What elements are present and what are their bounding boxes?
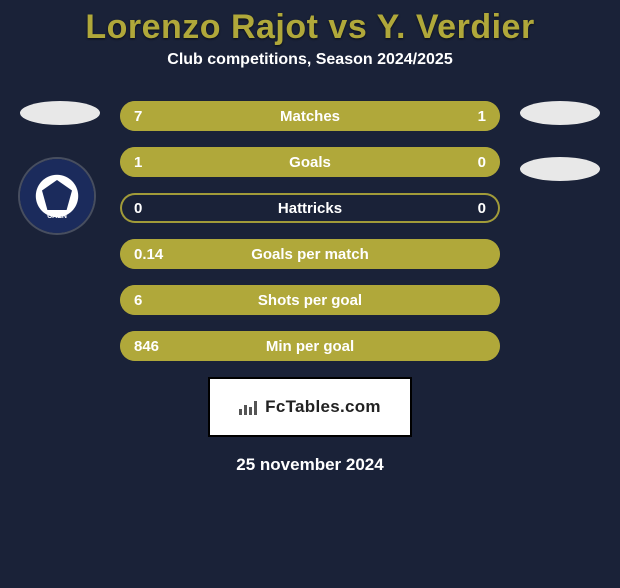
stat-label: Goals — [120, 154, 500, 171]
stat-row: 846Min per goal — [120, 331, 500, 361]
stat-value-right: 0 — [478, 200, 486, 217]
stat-label: Hattricks — [120, 200, 500, 217]
stats-area: CAEN 7Matches11Goals00Hattricks00.14Goal… — [0, 101, 620, 361]
club-badge-text: CAEN — [47, 213, 67, 220]
bar-chart-icon — [239, 399, 261, 415]
stat-row: 0Hattricks0 — [120, 193, 500, 223]
stat-row: 0.14Goals per match — [120, 239, 500, 269]
stat-row: 1Goals0 — [120, 147, 500, 177]
club-badge-right-placeholder — [520, 157, 600, 181]
subtitle: Club competitions, Season 2024/2025 — [0, 51, 620, 69]
stat-row: 6Shots per goal — [120, 285, 500, 315]
stat-label: Matches — [120, 108, 500, 125]
stat-label: Shots per goal — [120, 292, 500, 309]
stat-label: Min per goal — [120, 338, 500, 355]
page-title: Lorenzo Rajot vs Y. Verdier — [0, 8, 620, 47]
footer-brand-logo: FcTables.com — [208, 377, 412, 437]
club-badge-left: CAEN — [20, 159, 94, 233]
stat-label: Goals per match — [120, 246, 500, 263]
player-photo-right-placeholder — [520, 101, 600, 125]
stat-value-right: 1 — [478, 108, 486, 125]
footer-brand-text: FcTables.com — [265, 397, 381, 417]
player-photo-left-placeholder — [20, 101, 100, 125]
stat-row: 7Matches1 — [120, 101, 500, 131]
date-label: 25 november 2024 — [0, 455, 620, 475]
stat-value-right: 0 — [478, 154, 486, 171]
